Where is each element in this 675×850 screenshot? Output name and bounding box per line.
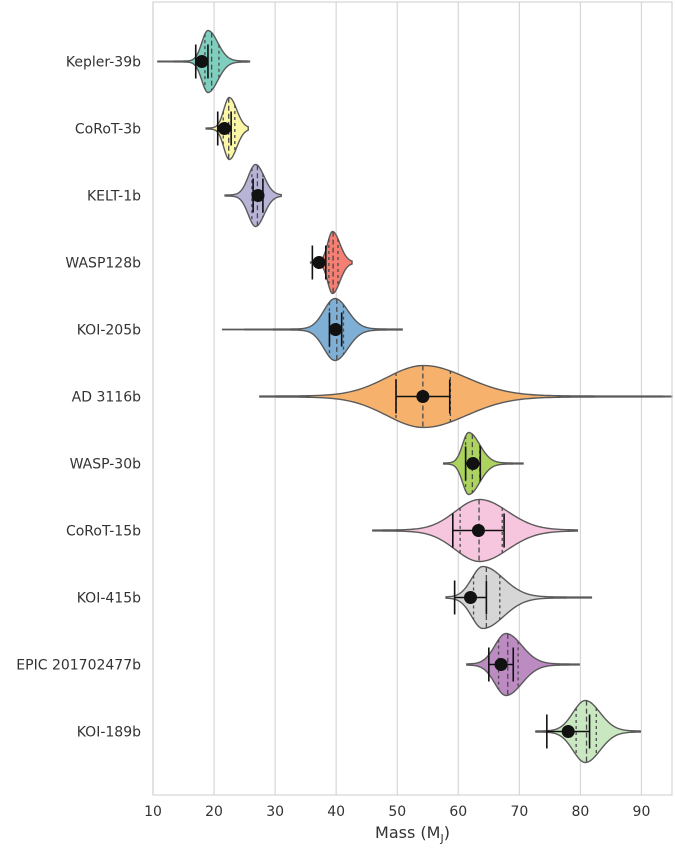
y-tick-label-koi-189b: KOI-189b (77, 725, 141, 741)
measured-mass-point (251, 189, 265, 202)
y-tick-label-corot-3b: CoRoT-3b (75, 122, 141, 138)
violin-body (259, 364, 673, 429)
y-tick-label-koi-415b: KOI-415b (77, 591, 141, 607)
y-tick-label-ad-3116b: AD 3116b (72, 390, 141, 406)
measured-mass-point (466, 457, 480, 470)
x-axis-label-subscript: J (439, 832, 443, 845)
x-tick-label-90: 90 (633, 804, 651, 820)
violin-corot-3b (205, 96, 249, 161)
violins (157, 29, 673, 764)
x-axis-label-main: Mass (M (375, 823, 440, 842)
violin-body (466, 632, 580, 697)
violin-body (221, 297, 403, 362)
x-tick-label-70: 70 (510, 804, 528, 820)
violin-koi-205b (221, 297, 403, 362)
violin-kelt-1b (224, 163, 282, 228)
plot-frame (152, 1, 673, 796)
violin-koi-189b (535, 699, 641, 764)
measured-mass-point (217, 122, 231, 135)
x-tick-label-40: 40 (327, 804, 345, 820)
violin-epic-201702477b (466, 632, 580, 697)
y-tick-labels: Kepler-39b CoRoT-3b KELT-1b WASP128b KOI-205… (16, 55, 141, 741)
x-tick-label-80: 80 (571, 804, 589, 820)
x-tick-label-30: 30 (266, 804, 284, 820)
violin-ad-3116b (259, 364, 673, 429)
x-tick-label-20: 20 (205, 804, 223, 820)
violin-body (309, 230, 353, 295)
violin-wasp-30b (442, 431, 524, 496)
violin-corot-15b (372, 498, 579, 563)
measured-mass-point (471, 524, 485, 537)
y-tick-label-koi-205b: KOI-205b (77, 323, 141, 339)
x-axis-label: Mass (MJ) (375, 823, 450, 845)
measured-mass-point (329, 323, 343, 336)
x-tick-label-50: 50 (388, 804, 406, 820)
x-axis-label-close: ) (444, 823, 450, 842)
measured-mass-point (195, 55, 209, 68)
measured-mass-point (464, 591, 478, 604)
x-tick-labels: 10 20 30 40 50 60 70 80 90 (144, 804, 650, 820)
violin-wasp128b (309, 230, 353, 295)
violin-body (445, 565, 593, 630)
y-tick-label-epic-201702477b: EPIC 201702477b (16, 658, 141, 674)
x-tick-label-60: 60 (449, 804, 467, 820)
y-tick-label-wasp128b: WASP128b (65, 256, 141, 272)
violin-kepler-39b (157, 29, 251, 94)
measured-mass-point (416, 390, 430, 403)
y-tick-label-wasp-30b: WASP-30b (70, 457, 142, 473)
y-tick-label-kepler-39b: Kepler-39b (66, 55, 141, 71)
measured-mass-point (494, 658, 508, 671)
y-tick-label-kelt-1b: KELT-1b (87, 189, 141, 205)
violin-koi-415b (445, 565, 593, 630)
y-tick-label-corot-15b: CoRoT-15b (66, 524, 141, 540)
violin-body (442, 431, 524, 496)
x-tick-label-10: 10 (144, 804, 162, 820)
measured-mass-point (561, 725, 575, 738)
measured-mass-point (312, 256, 326, 269)
